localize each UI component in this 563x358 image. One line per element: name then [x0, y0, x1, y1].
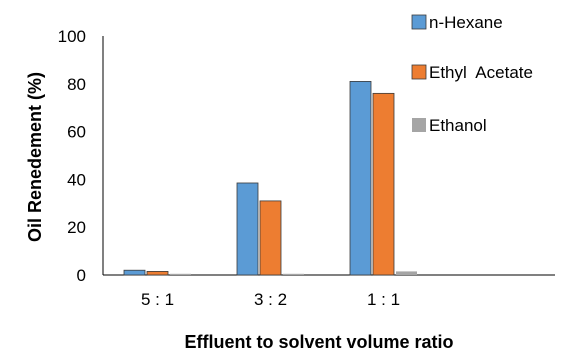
y-tick-label: 40	[67, 170, 86, 189]
legend-label: Ethyl Acetate	[429, 63, 533, 82]
legend-label: Ethanol	[429, 116, 487, 135]
bar-ethyl-acetate-0	[146, 271, 169, 276]
legend-swatch	[411, 64, 427, 80]
bar-ethanol-0	[170, 273, 191, 275]
bar-n-hexane-2	[349, 81, 372, 276]
legend-swatch	[411, 14, 427, 30]
bars	[123, 81, 417, 276]
bar-ethanol-1	[283, 273, 304, 275]
y-tick-label: 20	[67, 218, 86, 237]
y-tick-label: 0	[77, 266, 86, 285]
legend-swatch	[412, 118, 426, 132]
bar-ethyl-acetate-2	[372, 92, 395, 276]
y-tick-label: 100	[58, 27, 86, 46]
bar-ethanol-2	[396, 271, 417, 275]
legend-label: n-Hexane	[429, 13, 503, 32]
bar-ethyl-acetate-1	[259, 200, 282, 276]
x-category-labels: 5 : 1 3 : 2 1 : 1	[141, 290, 400, 309]
x-category-label: 1 : 1	[367, 290, 400, 309]
y-tick-label: 60	[67, 123, 86, 142]
x-axis-title: Effluent to solvent volume ratio	[184, 332, 453, 352]
legend: n-Hexane Ethyl Acetate Ethanol	[411, 13, 533, 135]
y-tick-label: 80	[67, 75, 86, 94]
bar-n-hexane-0	[123, 269, 146, 276]
bar-n-hexane-1	[236, 182, 259, 276]
x-category-label: 5 : 1	[141, 290, 174, 309]
y-tick-labels: 0 20 40 60 80 100	[58, 27, 86, 285]
y-axis-title: Oil Renedement (%)	[25, 72, 45, 242]
x-category-label: 3 : 2	[254, 290, 287, 309]
